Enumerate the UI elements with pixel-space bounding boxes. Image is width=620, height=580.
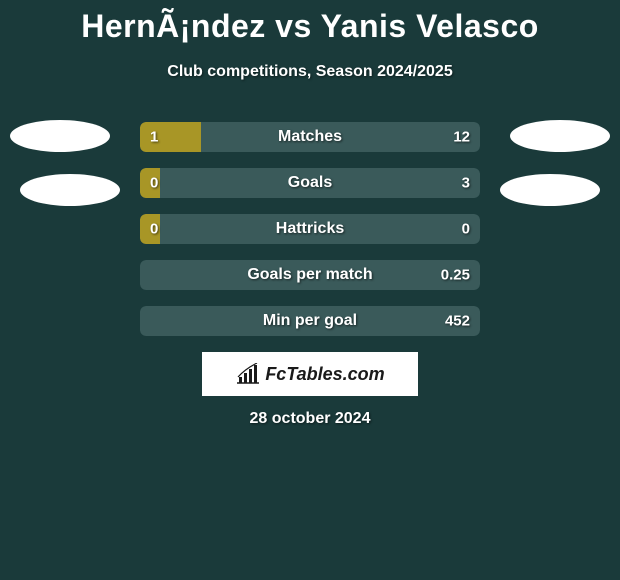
- bar-value-right: 3: [462, 175, 470, 192]
- stat-bar-matches: Matches 1 12: [140, 122, 480, 152]
- player-left-avatar-2: [20, 174, 120, 206]
- logo-chart-icon: [235, 363, 261, 385]
- logo-text: FcTables.com: [265, 364, 384, 385]
- bar-label: Goals: [288, 174, 332, 192]
- bar-label: Hattricks: [276, 220, 344, 238]
- bar-value-right: 0.25: [441, 267, 470, 284]
- bar-value-right: 452: [445, 313, 470, 330]
- stat-bar-goals: Goals 0 3: [140, 168, 480, 198]
- stat-bar-goals-per-match: Goals per match 0.25: [140, 260, 480, 290]
- date-label: 28 october 2024: [250, 410, 371, 428]
- bar-label: Goals per match: [247, 266, 372, 284]
- page-title: HernÃ¡ndez vs Yanis Velasco: [0, 0, 620, 45]
- stat-bar-hattricks: Hattricks 0 0: [140, 214, 480, 244]
- subtitle: Club competitions, Season 2024/2025: [0, 63, 620, 81]
- bar-value-left: 1: [150, 129, 158, 146]
- bar-label: Matches: [278, 128, 342, 146]
- player-right-avatar-1: [510, 120, 610, 152]
- bar-label: Min per goal: [263, 312, 357, 330]
- fctables-logo: FcTables.com: [202, 352, 418, 396]
- stat-bar-min-per-goal: Min per goal 452: [140, 306, 480, 336]
- player-right-avatar-2: [500, 174, 600, 206]
- bar-value-left: 0: [150, 221, 158, 238]
- comparison-bars: Matches 1 12 Goals 0 3 Hattricks 0 0 Goals per ma…: [140, 122, 480, 352]
- bar-value-right: 0: [462, 221, 470, 238]
- bar-value-left: 0: [150, 175, 158, 192]
- player-left-avatar-1: [10, 120, 110, 152]
- bar-value-right: 12: [453, 129, 470, 146]
